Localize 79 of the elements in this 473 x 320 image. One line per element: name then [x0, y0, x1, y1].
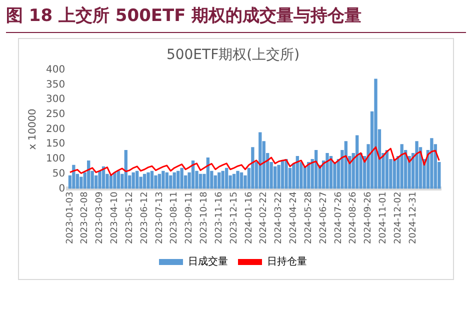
bar [176, 170, 180, 189]
y-tick-label: 350 [46, 79, 66, 90]
x-tick-label: 2024-04-24 [289, 191, 300, 244]
y-tick-label: 0 [58, 183, 66, 194]
bar [135, 170, 139, 189]
bar [356, 135, 359, 189]
y-tick-label: 250 [46, 108, 66, 120]
x-tick-label: 2024-12-31 [408, 192, 418, 244]
x-tick-label: 2024-08-26 [348, 191, 359, 244]
x-tick-label: 2023-09-11 [184, 192, 195, 244]
bar [154, 175, 158, 189]
bar [258, 132, 262, 189]
bar [400, 144, 404, 189]
legend-label: 日持仓量 [267, 256, 307, 268]
bar [236, 170, 240, 189]
y-tick-label: 100 [46, 154, 66, 165]
bar [232, 174, 236, 189]
bar [109, 175, 113, 189]
legend-label: 日成交量 [188, 256, 228, 268]
x-tick-label: 2023-05-12 [124, 192, 135, 244]
bar [116, 170, 120, 189]
bar [277, 164, 280, 189]
bar [284, 158, 288, 189]
bar [374, 78, 378, 189]
x-tick-label: 2024-09-26 [364, 191, 374, 244]
bar [142, 174, 146, 189]
x-tick-label: 2023-01-03 [65, 192, 76, 244]
bar [214, 175, 217, 189]
bar [326, 153, 329, 189]
x-tick-label: 2024-01-16 [244, 191, 254, 244]
x-tick-label: 2023-11-16 [214, 191, 224, 244]
y-tick-label: 200 [46, 124, 66, 135]
bar [240, 172, 244, 189]
y-tick-label: 400 [46, 64, 66, 76]
bar [430, 138, 434, 189]
chart-title: 图 18 上交所 500ETF 期权的成交量与持仓量 [6, 4, 466, 33]
x-tick-label: 2024-03-22 [274, 192, 284, 244]
y-tick-label: 300 [46, 94, 66, 106]
x-tick-label: 2024-02-22 [259, 192, 270, 244]
x-tick-label: 2023-10-18 [200, 191, 210, 244]
x-tick-label: 2024-11-01 [378, 192, 389, 244]
x-tick-label: 2023-02-08 [80, 191, 90, 244]
y-axis-title: x 10000 [28, 108, 39, 150]
x-tick-label: 2024-12-02 [393, 192, 404, 244]
bar [280, 160, 284, 189]
bar [165, 172, 168, 189]
bar [251, 147, 254, 189]
x-tick-label: 2024-05-28 [304, 191, 314, 244]
bar [162, 170, 165, 189]
bar [169, 175, 172, 189]
bar [124, 150, 128, 189]
x-tick-label: 2024-07-26 [334, 191, 344, 244]
bar [94, 175, 98, 189]
bar [224, 168, 228, 189]
bar [113, 172, 116, 189]
x-tick-label: 2023-03-09 [95, 191, 106, 244]
chart-subtitle: 500ETF期权(上交所) [166, 47, 300, 64]
bar [72, 164, 76, 189]
bar [415, 141, 418, 189]
x-tick-label: 2023-12-15 [229, 192, 240, 244]
bar [172, 172, 176, 189]
bar [180, 168, 184, 189]
bar [132, 172, 135, 189]
x-tick-label: 2023-07-13 [154, 192, 165, 244]
x-tick-label: 2024-06-27 [318, 192, 329, 244]
bar [198, 174, 202, 189]
bar [146, 172, 150, 189]
y-tick-label: 150 [46, 138, 66, 150]
bar [80, 176, 83, 189]
x-tick-label: 2023-06-12 [140, 192, 150, 244]
bar [150, 170, 154, 189]
x-tick-label: 2023-08-11 [170, 192, 180, 244]
bar [218, 172, 221, 189]
bar [221, 170, 224, 189]
bar [98, 170, 102, 189]
bar [273, 166, 277, 189]
y-tick-label: 50 [52, 168, 66, 180]
bar [158, 174, 162, 189]
x-tick-label: 2023-04-10 [110, 191, 120, 244]
